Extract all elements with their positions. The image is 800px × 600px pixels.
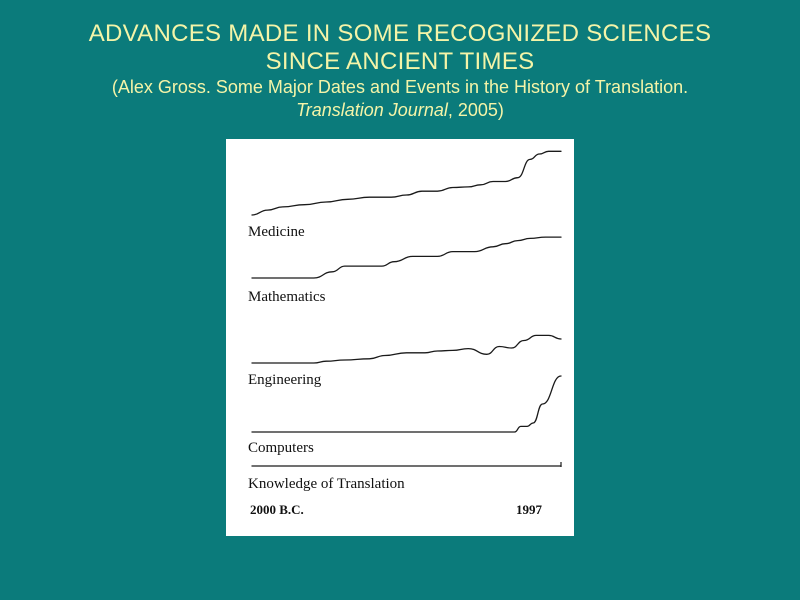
citation-line1: (Alex Gross. Some Major Dates and Events… <box>111 77 689 97</box>
citation-journal: Translation Journal <box>296 100 448 120</box>
series-label-mathematics: Mathematics <box>248 289 326 305</box>
series-line-engineering <box>251 334 562 364</box>
chart-figure: Medicine Mathematics Engineering Computers K… <box>226 139 574 536</box>
series-label-computers: Computers <box>248 440 314 456</box>
citation-line2: Translation Journal, 2005) <box>0 99 800 122</box>
series-line-computers <box>251 375 562 433</box>
citation-suffix: , 2005) <box>447 100 504 120</box>
series-label-medicine: Medicine <box>248 224 305 240</box>
series-label-engineering: Engineering <box>248 372 322 388</box>
slide-title-line2: SINCE ANCIENT TIMES <box>265 48 535 75</box>
x-axis-start-label: 2000 B.C. <box>250 502 304 517</box>
series-line-mathematics <box>251 236 562 279</box>
series-label-knowledge-of-translation: Knowledge of Translation <box>248 476 405 492</box>
slide-title-block: ADVANCES MADE IN SOME RECOGNIZED SCIENCE… <box>0 20 800 122</box>
chart-svg: Medicine Mathematics Engineering Computers K… <box>248 150 562 517</box>
x-axis-end-label: 1997 <box>516 502 543 517</box>
series-line-medicine <box>251 150 562 216</box>
slide-title-line1: ADVANCES MADE IN SOME RECOGNIZED SCIENCE… <box>88 20 712 47</box>
